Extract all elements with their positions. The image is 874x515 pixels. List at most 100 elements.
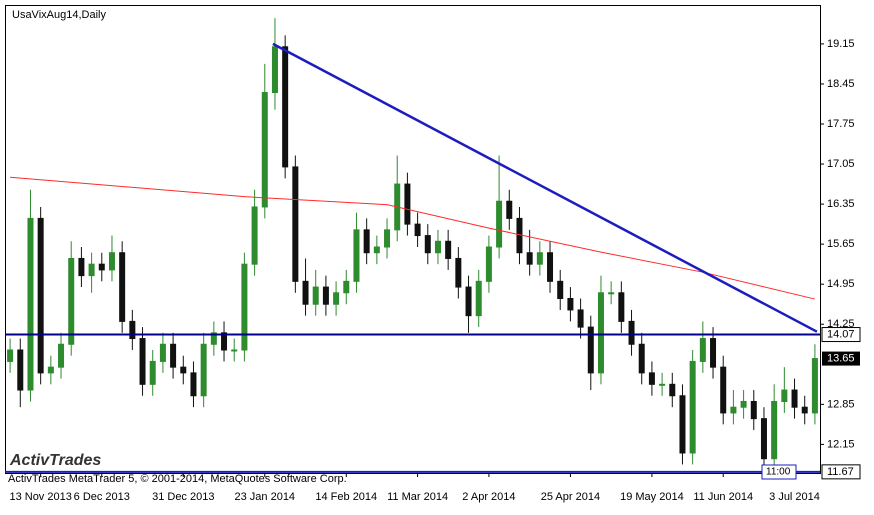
candle-body [445, 240, 452, 259]
candle-body [68, 257, 75, 345]
price-label: 11.67 [827, 466, 854, 478]
price-label-box [821, 464, 861, 480]
x-tick-label: 11 Mar 2014 [387, 491, 448, 503]
candle-body [78, 257, 85, 277]
candle-body [669, 383, 676, 397]
candle-body [404, 183, 411, 225]
x-tick-label: 13 Nov 2013 [9, 491, 71, 503]
x-tick-label: 3 Jul 2014 [769, 491, 820, 503]
x-tick-label: 25 Apr 2014 [541, 491, 600, 503]
candle-body [200, 343, 207, 397]
price-label-box [821, 327, 861, 343]
candle-body [557, 280, 564, 300]
y-tick-label: 12.85 [827, 398, 855, 410]
candle-body [414, 223, 421, 237]
candle-body [373, 246, 380, 254]
candle-body [699, 338, 706, 362]
y-tick-label: 17.05 [827, 158, 855, 170]
last-price-box [822, 351, 860, 366]
candle-body [659, 383, 666, 386]
candle-body [271, 46, 278, 94]
y-tick-label: 18.45 [827, 78, 855, 90]
candle-body [475, 280, 482, 317]
candle-body [567, 298, 574, 311]
candle-body [791, 389, 798, 408]
candle-body [231, 349, 238, 352]
candle-body [221, 332, 228, 351]
candle-body [27, 217, 34, 391]
candle-body [455, 257, 462, 288]
footer: ActivTrades MetaTrader 5, © 2001-2014, M… [8, 473, 347, 485]
candle-body [47, 366, 54, 374]
candle-body [333, 292, 340, 305]
candle-body [526, 252, 533, 265]
candle-body [149, 360, 156, 385]
candle-body [760, 418, 767, 460]
candle-body [58, 343, 65, 368]
candle-body [496, 200, 503, 248]
candle-body [119, 252, 126, 322]
trend-line [272, 42, 818, 333]
candle-body [210, 332, 217, 345]
candle-body [434, 240, 441, 254]
candle-body [261, 92, 268, 208]
x-tick-label: 14 Feb 2014 [315, 491, 377, 503]
candle-body [343, 280, 350, 294]
plot-frame [5, 5, 821, 474]
candle-body [771, 400, 778, 460]
x-tick-label: 23 Jan 2014 [235, 491, 296, 503]
candle-body [536, 252, 543, 265]
candle-body [547, 252, 554, 282]
candle-body [98, 263, 105, 271]
candle-body [17, 349, 24, 391]
time-marker-box [761, 464, 797, 480]
candle-body [363, 229, 370, 254]
x-tick-label: 31 Dec 2013 [152, 491, 214, 503]
y-tick-label: 16.35 [827, 198, 855, 210]
candle-body [190, 372, 197, 397]
candle-body [129, 320, 136, 340]
candle-body [37, 217, 44, 374]
candle-body [801, 406, 808, 414]
y-tick-label: 15.65 [827, 238, 855, 250]
candle-body [485, 246, 492, 282]
candle-body [353, 229, 360, 282]
candle-body [730, 406, 737, 414]
candle-body [811, 358, 818, 414]
candle-body [312, 286, 319, 305]
candle-body [139, 338, 146, 385]
candle-body [587, 326, 594, 374]
candle-body [638, 343, 645, 374]
logo: ActivTrades [9, 452, 101, 469]
candle-body [720, 366, 727, 414]
last-price-label: 13.65 [827, 352, 855, 364]
candle-body [781, 389, 788, 402]
x-tick-label: 11 Jun 2014 [693, 491, 753, 503]
candle-body [7, 349, 14, 362]
candle-body [465, 286, 472, 317]
candle-body [679, 395, 686, 454]
candle-body [108, 252, 115, 271]
candle-body [88, 263, 95, 277]
candle-body [689, 360, 696, 454]
y-tick-label: 14.95 [827, 278, 855, 290]
candle-body [322, 286, 329, 305]
time-marker: 11:00 [766, 467, 791, 478]
candle-body [384, 229, 391, 248]
y-tick-label: 17.75 [827, 118, 855, 130]
candle-body [648, 372, 655, 385]
y-tick-label: 12.15 [827, 438, 855, 450]
candle-body [180, 366, 187, 374]
candle-body [424, 235, 431, 254]
candle-body [618, 292, 625, 322]
candle-body [282, 46, 289, 168]
candle-body [170, 343, 177, 368]
candle-body [710, 338, 717, 368]
candle-body [506, 200, 513, 219]
candle-body [577, 309, 584, 328]
x-tick-label: 19 May 2014 [620, 491, 684, 503]
candle-body [241, 263, 248, 351]
price-label: 14.07 [827, 328, 855, 340]
